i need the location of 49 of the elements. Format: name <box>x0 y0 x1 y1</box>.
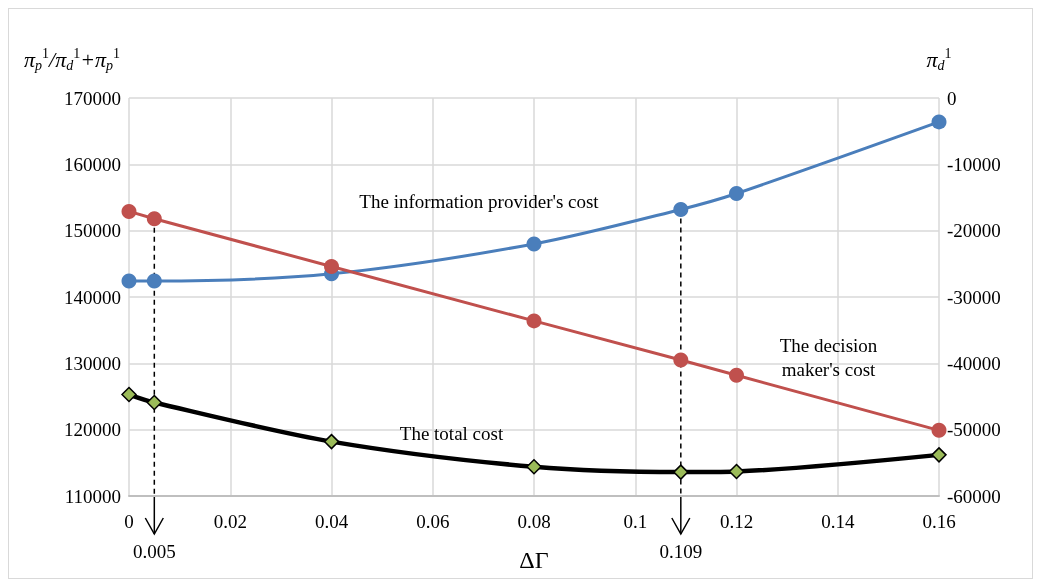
point <box>673 352 689 368</box>
point <box>121 386 137 403</box>
x-tick-label: 0.14 <box>821 511 855 532</box>
y2-tick-label: -20000 <box>947 220 1001 242</box>
y-tick-label: 130000 <box>64 352 121 374</box>
point <box>526 236 542 252</box>
y-tick-label: 110000 <box>64 485 121 507</box>
y-tick-label: 170000 <box>64 87 121 109</box>
point <box>526 313 542 329</box>
x-tick-label: 0.08 <box>517 511 551 532</box>
point <box>121 203 137 219</box>
point <box>146 211 162 227</box>
point <box>121 273 137 289</box>
x-axis-title: ΔΓ <box>519 547 549 573</box>
point <box>324 258 339 274</box>
y-tick-label: 150000 <box>64 220 121 242</box>
y2-tick-label: -10000 <box>947 153 1001 175</box>
y2-tick-label: -40000 <box>947 352 1001 374</box>
x-tick-label: 0.04 <box>314 511 349 532</box>
series-label: The total cost <box>399 423 504 445</box>
series-label: The decision maker's cost <box>779 334 878 380</box>
ref-line-label: 0.109 <box>659 541 703 562</box>
x-tick-label: 0.16 <box>922 511 956 532</box>
point <box>931 447 947 463</box>
x-tick-label: 0 <box>124 511 134 532</box>
x-tick-label: 0.1 <box>623 511 648 532</box>
point <box>146 273 162 289</box>
y-tick-label: 140000 <box>64 286 121 308</box>
y2-tick-label: -60000 <box>947 485 1001 507</box>
point <box>673 464 689 480</box>
y-tick-label: 160000 <box>64 153 121 175</box>
point <box>728 463 745 480</box>
y-tick-label: 120000 <box>64 419 121 441</box>
x-tick-label: 0.06 <box>416 511 450 532</box>
point <box>146 394 163 411</box>
point <box>729 186 744 202</box>
y2-tick-label: 0 <box>947 87 957 109</box>
point <box>323 433 340 450</box>
point <box>526 459 542 475</box>
point <box>729 367 744 383</box>
series-label: The information provider's cost <box>359 191 600 213</box>
y2-tick-label: -50000 <box>947 419 1001 441</box>
x-tick-label: 0.02 <box>213 511 247 532</box>
point <box>931 114 947 130</box>
x-tick-label: 0.12 <box>719 511 754 532</box>
y2-tick-label: -30000 <box>947 286 1001 308</box>
point <box>931 422 947 438</box>
point <box>673 201 689 217</box>
ref-line-label: 0.005 <box>132 541 176 562</box>
